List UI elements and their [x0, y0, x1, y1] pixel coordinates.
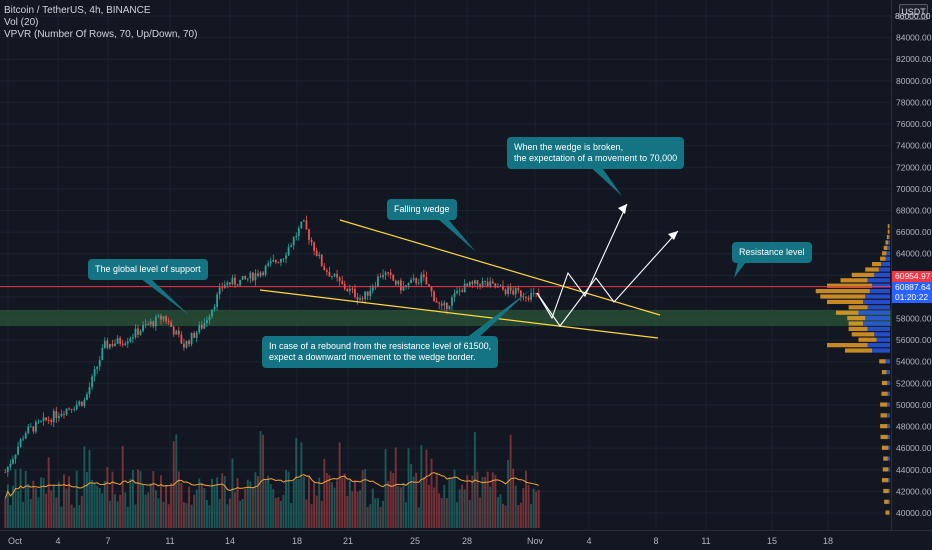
candlestick-series	[4, 215, 540, 477]
price-tick-label: 66000.00	[896, 227, 932, 237]
price-tag-last: 60954.97	[892, 271, 932, 282]
time-tick-label: Nov	[527, 536, 544, 546]
time-tick-label: 4	[55, 536, 60, 546]
price-tick-label: 52000.00	[896, 378, 932, 388]
price-tick-label: 42000.00	[896, 486, 932, 496]
note-falling-wedge: Falling wedge	[387, 199, 457, 220]
price-tick-label: 82000.00	[896, 54, 932, 64]
price-tick-label: 44000.00	[896, 465, 932, 475]
time-tick-label: 11	[165, 536, 174, 546]
time-tick-label: 4	[586, 536, 591, 546]
price-tick-label: 84000.00	[896, 33, 932, 43]
price-tick-label: 46000.00	[896, 443, 932, 453]
time-tick-label: 7	[105, 536, 110, 546]
time-tick-label: 8	[653, 536, 658, 546]
price-tick-label: 56000.00	[896, 335, 932, 345]
price-tick-label: 48000.00	[896, 422, 932, 432]
time-axis[interactable]: Oct 4 7 11 14 18 21 25 28 Nov 4 8 11 15 18	[8, 536, 833, 546]
annotation-pointers	[140, 162, 746, 338]
price-tag-top: 86000.00	[895, 11, 931, 21]
time-tick-label: 25	[410, 536, 420, 546]
time-tick-label: 28	[462, 536, 472, 546]
price-tick-label: 80000.00	[896, 76, 932, 86]
note-support: The global level of support	[88, 259, 208, 280]
time-tick-label: Oct	[8, 536, 23, 546]
time-tick-label: 14	[225, 536, 235, 546]
note-resistance: Resistance level	[732, 242, 812, 263]
price-tick-label: 74000.00	[896, 141, 932, 151]
price-tick-label: 64000.00	[896, 249, 932, 259]
price-tick-label: 72000.00	[896, 162, 932, 172]
time-tick-label: 11	[701, 536, 710, 546]
price-tick-label: 68000.00	[896, 205, 932, 215]
price-tick-label: 78000.00	[896, 97, 932, 107]
price-tick-label: 70000.00	[896, 184, 932, 194]
countdown-timer: 01:20:22	[892, 292, 932, 303]
volume-ma-line	[4, 472, 539, 499]
volume-profile	[815, 224, 890, 515]
time-tick-label: 21	[343, 536, 353, 546]
time-tick-label: 18	[823, 536, 833, 546]
note-breakout: When the wedge is broken, the expectatio…	[507, 137, 685, 169]
price-tick-label: 58000.00	[896, 314, 932, 324]
currency-label[interactable]: USDT	[899, 4, 928, 20]
price-tick-label: 76000.00	[896, 119, 932, 129]
price-tick-label: 40000.00	[896, 508, 932, 518]
price-tick-label: 54000.00	[896, 357, 932, 367]
vpvr-legend[interactable]: VPVR (Number Of Rows, 70, Up/Down, 70)	[4, 29, 198, 40]
price-tag-current: 60887.64	[892, 282, 932, 293]
price-tick-label: 50000.00	[896, 400, 932, 410]
time-tick-label: 18	[292, 536, 302, 546]
falling-wedge-lines	[259, 219, 661, 339]
time-tick-label: 15	[767, 536, 777, 546]
volume-legend[interactable]: Vol (20)	[4, 17, 39, 28]
note-rebound: In case of a rebound from the resistance…	[262, 336, 499, 368]
price-axis[interactable]: 40000.00 42000.00 44000.00 46000.00 48000.00…	[896, 33, 932, 518]
projection-arrows	[536, 203, 679, 327]
support-zone	[0, 309, 891, 327]
volume-bars	[4, 431, 540, 528]
symbol-legend[interactable]: Bitcoin / TetherUS, 4h, BINANCE	[4, 5, 151, 16]
